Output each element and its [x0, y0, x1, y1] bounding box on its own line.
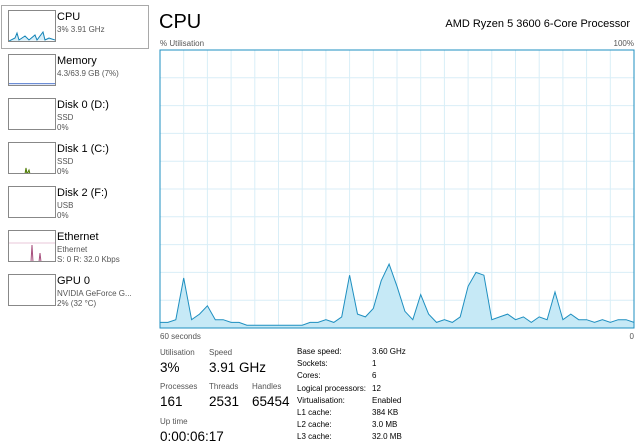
thumbnail-graph: [24, 167, 31, 173]
sidebar-item[interactable]: Disk 2 (F:) USB 0%: [0, 182, 150, 224]
sidebar-item[interactable]: Disk 0 (D:) SSD 0%: [0, 94, 150, 136]
info-label: Virtualisation:: [297, 395, 345, 405]
utilisation-area: [160, 264, 634, 328]
item-detail: SSD: [57, 157, 74, 166]
sidebar-item[interactable]: GPU 0 NVIDIA GeForce G... 2% (32 °C): [0, 270, 150, 312]
stat-label: Handles: [252, 382, 282, 391]
item-detail: 3% 3.91 GHz: [57, 25, 105, 34]
cpu-graph: % Utilisation 100% 60 seconds 0: [159, 39, 635, 341]
utilisation-line: [160, 262, 635, 326]
item-detail: NVIDIA GeForce G...: [57, 289, 132, 298]
item-detail: 0%: [57, 167, 69, 176]
item-name: CPU: [57, 11, 81, 23]
info-label: L1 cache:: [297, 408, 332, 417]
y-axis-label: % Utilisation: [160, 39, 204, 48]
sidebar-item[interactable]: CPU 3% 3.91 GHz: [1, 5, 149, 49]
info-label: Sockets:: [297, 359, 328, 369]
info-value: 3.0 MB: [372, 420, 398, 430]
x-end-label: 0: [630, 332, 635, 341]
stat-value: 3%: [160, 360, 180, 375]
info-label: Base speed:: [297, 347, 342, 356]
x-start-label: 60 seconds: [160, 332, 201, 341]
item-name: Disk 2 (F:): [57, 187, 108, 199]
graph-frame: [159, 49, 635, 329]
item-detail: S: 0 R: 32.0 Kbps: [57, 255, 120, 264]
processor-name: AMD Ryzen 5 3600 6-Core Processor: [445, 18, 630, 30]
info-value: 384 KB: [372, 408, 399, 417]
thumbnail: [8, 54, 56, 86]
info-label: Logical processors:: [297, 383, 366, 393]
panel-title: CPU: [159, 11, 202, 33]
thumbnail: [8, 186, 56, 218]
item-name: Ethernet: [57, 231, 99, 243]
stat-label: Utilisation: [160, 348, 195, 357]
item-detail: 0%: [57, 211, 69, 220]
info-value: 12: [372, 383, 381, 393]
thumbnail-graph: [9, 242, 55, 261]
stat-value: 0:00:06:17: [160, 429, 224, 444]
info-value: 32.0 MB: [372, 432, 402, 442]
stat-label: Threads: [209, 382, 239, 391]
stat-label: Processes: [160, 382, 198, 391]
info-label: Cores:: [297, 371, 321, 381]
stat-value: 3.91 GHz: [209, 360, 267, 375]
item-name: Disk 0 (D:): [57, 99, 109, 111]
thumbnail: [8, 10, 56, 42]
y-max-label: 100%: [614, 39, 634, 48]
info-label: L2 cache:: [297, 420, 332, 430]
item-name: GPU 0: [57, 275, 91, 287]
thumbnail-graph: [9, 83, 55, 85]
item-detail: 0%: [57, 123, 69, 132]
item-detail: 2% (32 °C): [57, 299, 97, 308]
thumbnail: [8, 274, 56, 306]
item-detail: USB: [57, 201, 74, 210]
item-detail: SSD: [57, 113, 74, 122]
sidebar-item[interactable]: Ethernet Ethernet S: 0 R: 32.0 Kbps: [0, 226, 150, 268]
thumbnail-graph: [9, 30, 55, 41]
item-detail: Ethernet: [57, 245, 88, 254]
info-value: 1: [372, 359, 377, 369]
info-value: 6: [372, 371, 377, 381]
stat-label: Speed: [209, 348, 233, 357]
item-detail: 4.3/63.9 GB (7%): [57, 69, 119, 78]
stat-value: 65454: [252, 394, 290, 409]
thumbnail: [8, 98, 56, 130]
item-name: Disk 1 (C:): [57, 143, 109, 155]
stat-label: Up time: [160, 417, 188, 426]
thumbnail: [8, 230, 56, 262]
stat-value: 2531: [209, 394, 240, 409]
thumbnail: [8, 142, 56, 174]
stat-value: 161: [160, 394, 183, 409]
info-value: Enabled: [372, 395, 402, 405]
info-value: 3.60 GHz: [372, 347, 406, 356]
sidebar-item[interactable]: Disk 1 (C:) SSD 0%: [0, 138, 150, 180]
item-name: Memory: [57, 55, 97, 67]
sidebar-item[interactable]: Memory 4.3/63.9 GB (7%): [0, 50, 150, 92]
info-label: L3 cache:: [297, 432, 332, 442]
